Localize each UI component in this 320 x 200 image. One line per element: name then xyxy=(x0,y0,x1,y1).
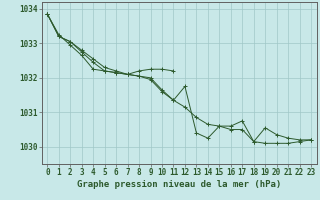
X-axis label: Graphe pression niveau de la mer (hPa): Graphe pression niveau de la mer (hPa) xyxy=(77,180,281,189)
